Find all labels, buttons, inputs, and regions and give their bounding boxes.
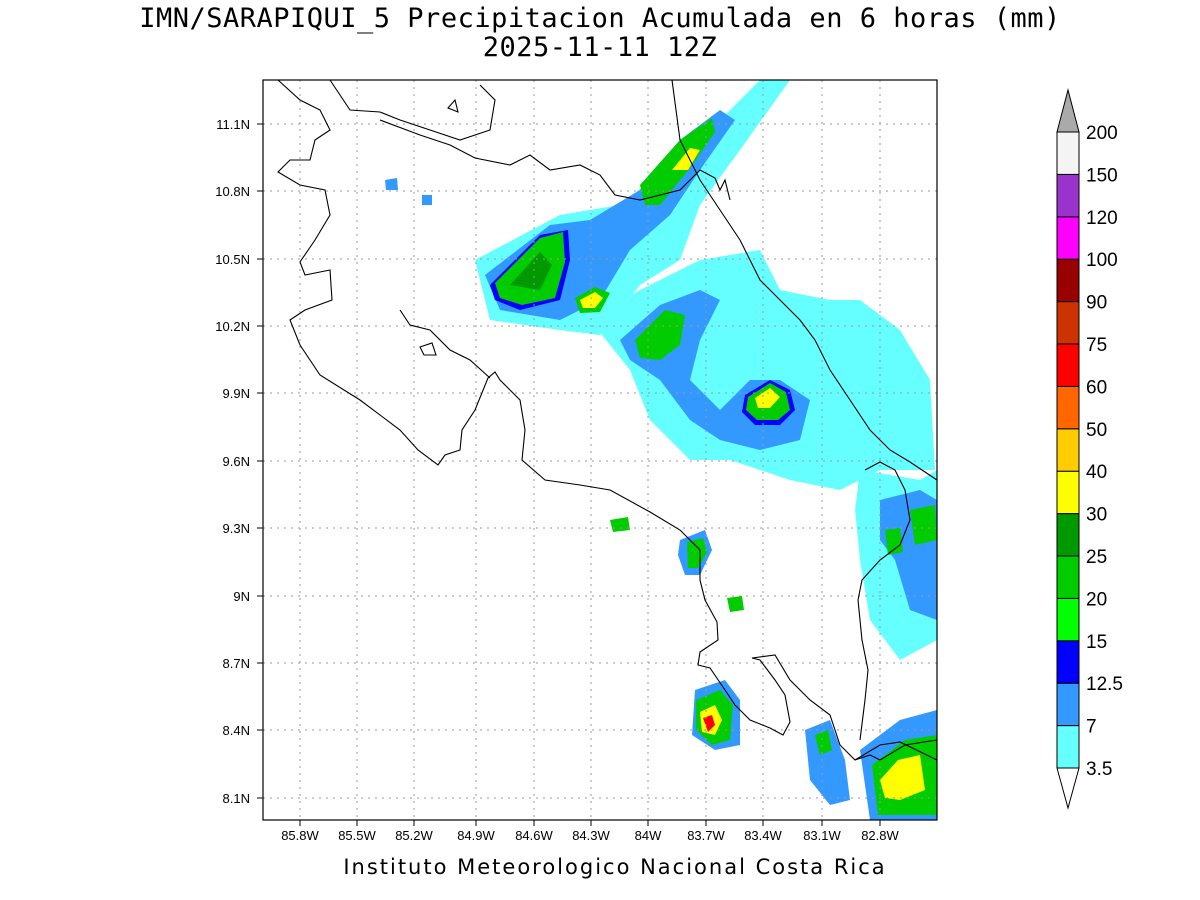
tick-marks — [257, 123, 881, 826]
colorbar-lower-arrow — [1056, 767, 1080, 810]
coastline — [277, 79, 938, 761]
lat-label: 9.3N — [223, 521, 250, 536]
colorbar-swatch — [1056, 640, 1080, 684]
colorbar-swatch — [1056, 470, 1080, 515]
lon-label: 83.1W — [803, 828, 841, 843]
colorbar-swatch — [1056, 216, 1080, 260]
colorbar-swatch — [1056, 173, 1080, 218]
lon-label: 85.8W — [281, 828, 319, 843]
longitude-labels: 85.8W 85.5W 85.2W 84.9W 84.6W 84.3W 84W … — [281, 828, 899, 843]
colorbar-swatch — [1056, 513, 1080, 557]
latitude-labels: 11.1N 10.8N 10.5N 10.2N 9.9N 9.6N 9.3N 9… — [215, 117, 250, 806]
lat-label: 9.6N — [223, 454, 250, 469]
lat-label: 8.4N — [223, 723, 250, 738]
lon-label: 83.7W — [687, 828, 725, 843]
lon-label: 84.9W — [457, 828, 495, 843]
lat-label: 9N — [233, 589, 250, 604]
colorbar-swatch — [1056, 428, 1080, 472]
colorbar-label: 75 — [1086, 335, 1107, 356]
colorbar-swatch — [1056, 258, 1080, 303]
lat-label: 9.9N — [223, 386, 250, 401]
colorbar-swatch — [1056, 725, 1080, 769]
graticule — [263, 80, 937, 820]
colorbar-swatch — [1056, 343, 1080, 387]
colorbar-label: 100 — [1086, 250, 1118, 271]
colorbar: 3.5 7 12.5 15 20 25 30 40 50 60 75 90 100 120 150 200 — [1056, 88, 1123, 810]
colorbar-label: 50 — [1086, 420, 1107, 441]
plot-frame — [262, 79, 938, 821]
lat-label: 8.1N — [223, 791, 250, 806]
colorbar-label: 25 — [1086, 547, 1107, 568]
lon-label: 83.4W — [744, 828, 782, 843]
colorbar-label: 60 — [1086, 377, 1107, 398]
colorbar-swatch — [1056, 597, 1080, 642]
footer-credit: Instituto Meteorologico Nacional Costa R… — [343, 855, 887, 879]
lon-label: 84W — [635, 828, 662, 843]
colorbar-label: 90 — [1086, 293, 1107, 314]
title-line-2: 2025-11-11 12Z — [482, 32, 718, 63]
lat-label: 8.7N — [223, 656, 250, 671]
colorbar-label: 20 — [1086, 589, 1107, 610]
lon-label: 84.3W — [572, 828, 610, 843]
colorbar-label: 12.5 — [1086, 674, 1123, 695]
lat-label: 11.1N — [216, 117, 250, 132]
colorbar-label: 3.5 — [1086, 759, 1112, 780]
lat-label: 10.5N — [215, 252, 250, 267]
lat-label: 10.2N — [215, 319, 250, 334]
colorbar-label: 120 — [1086, 208, 1118, 229]
colorbar-label: 200 — [1086, 123, 1118, 144]
lat-label: 10.8N — [215, 184, 250, 199]
colorbar-swatch — [1056, 555, 1080, 599]
title-line-1: IMN/SARAPIQUI_5 Precipitacion Acumulada … — [139, 3, 1061, 34]
colorbar-label: 40 — [1086, 462, 1107, 483]
lon-label: 84.6W — [515, 828, 553, 843]
precipitation-field — [385, 80, 937, 820]
lon-label: 85.2W — [395, 828, 433, 843]
map-title: IMN/SARAPIQUI_5 Precipitacion Acumulada … — [0, 4, 1200, 62]
colorbar-label: 150 — [1086, 165, 1118, 186]
colorbar-swatch — [1056, 301, 1080, 345]
colorbar-label: 15 — [1086, 632, 1107, 653]
colorbar-swatch — [1056, 131, 1080, 175]
colorbar-swatch — [1056, 682, 1080, 727]
colorbar-upper-arrow — [1056, 88, 1080, 133]
lon-label: 82.8W — [861, 828, 899, 843]
colorbar-swatch — [1056, 385, 1080, 430]
lon-label: 85.5W — [338, 828, 376, 843]
colorbar-label: 30 — [1086, 505, 1107, 526]
colorbar-label: 7 — [1086, 717, 1097, 738]
